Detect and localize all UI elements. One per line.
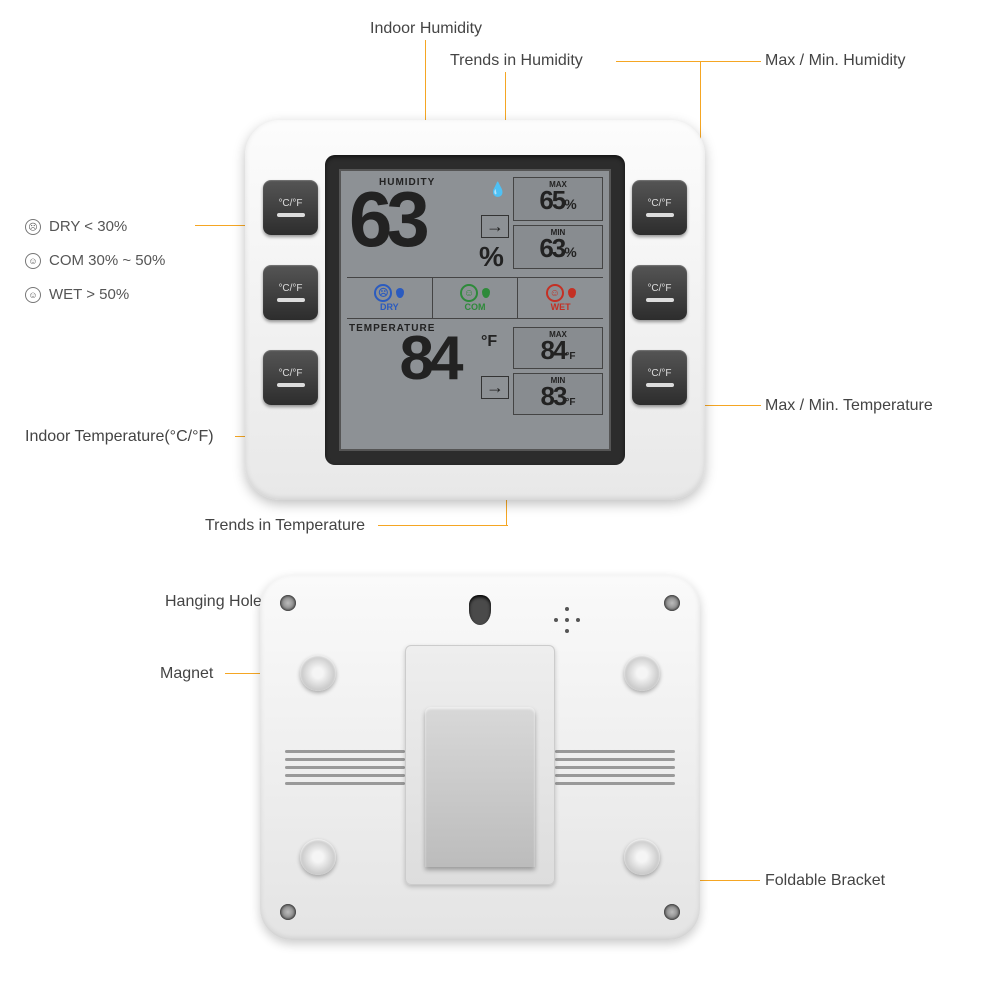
humidity-value: 63 xyxy=(349,175,424,263)
label-trends-humidity: Trends in Humidity xyxy=(450,52,583,70)
sad-face-icon: ☹ xyxy=(374,284,392,302)
unit-button[interactable]: °C/°F xyxy=(263,265,318,320)
unit-button[interactable]: °C/°F xyxy=(632,180,687,235)
lcd-display: HUMIDITY 63 % 💧 → MAX 65% MIN 63% ☹ DRY xyxy=(339,169,611,451)
label-magnet: Magnet xyxy=(160,665,213,683)
label-indoor-humidity: Indoor Humidity xyxy=(370,20,482,38)
temperature-min-value: 83 xyxy=(540,381,565,411)
comfort-indicator-row: ☹ DRY ☺ COM ☺ WET xyxy=(347,277,603,319)
humidity-min-value: 63 xyxy=(539,233,564,263)
vent-slots xyxy=(555,750,675,785)
battery-cover xyxy=(405,645,555,885)
legend-dry: ☹DRY < 30% xyxy=(25,210,165,244)
button-column-left: °C/°F °C/°F °C/°F xyxy=(263,180,318,405)
callout-line xyxy=(616,61,761,62)
label-indoor-temperature: Indoor Temperature(°C/°F) xyxy=(25,428,214,446)
label-maxmin-humidity: Max / Min. Humidity xyxy=(765,52,905,70)
hanging-hole-icon xyxy=(469,595,491,625)
drop-icon xyxy=(482,288,490,298)
screw-icon xyxy=(280,904,296,920)
legend-com: ☺COM 30% ~ 50% xyxy=(25,244,165,278)
temperature-trend-icon: → xyxy=(481,376,509,399)
unit-button[interactable]: °C/°F xyxy=(632,350,687,405)
comfort-legend: ☹DRY < 30% ☺COM 30% ~ 50% ☺WET > 50% xyxy=(25,210,165,312)
temperature-unit: °F xyxy=(481,333,497,351)
drop-icon xyxy=(396,288,404,298)
comfort-dry: ☹ DRY xyxy=(347,278,433,318)
button-column-right: °C/°F °C/°F °C/°F xyxy=(632,180,687,405)
screw-icon xyxy=(664,595,680,611)
temperature-value: 84 xyxy=(400,324,459,393)
humidity-trend-icon: → xyxy=(481,215,509,238)
callout-line xyxy=(378,525,508,526)
smile-face-icon: ☺ xyxy=(460,284,478,302)
temperature-max-box: MAX 84°F xyxy=(513,327,603,369)
humidity-min-box: MIN 63% xyxy=(513,225,603,269)
foldable-bracket[interactable] xyxy=(425,707,535,867)
humidity-max-value: 65 xyxy=(539,185,564,215)
device-front: °C/°F °C/°F °C/°F °C/°F °C/°F °C/°F HUMI… xyxy=(245,120,705,500)
drop-icon xyxy=(568,288,576,298)
drop-icon: 💧 xyxy=(489,181,506,198)
device-back xyxy=(260,575,700,940)
vent-slots xyxy=(285,750,405,785)
screw-icon xyxy=(280,595,296,611)
humidity-max-box: MAX 65% xyxy=(513,177,603,221)
screen-frame: HUMIDITY 63 % 💧 → MAX 65% MIN 63% ☹ DRY xyxy=(325,155,625,465)
label-maxmin-temperature: Max / Min. Temperature xyxy=(765,397,933,415)
comfort-wet: ☺ WET xyxy=(518,278,603,318)
label-trends-temperature: Trends in Temperature xyxy=(205,517,365,535)
screw-icon xyxy=(664,904,680,920)
sad-face-icon: ☹ xyxy=(25,219,41,235)
speaker-holes-icon xyxy=(554,607,580,633)
comfort-com: ☺ COM xyxy=(433,278,519,318)
unit-button[interactable]: °C/°F xyxy=(632,265,687,320)
label-foldable-bracket: Foldable Bracket xyxy=(765,872,885,890)
unit-button[interactable]: °C/°F xyxy=(263,350,318,405)
humidity-section: HUMIDITY 63 xyxy=(349,177,509,251)
magnet-icon xyxy=(624,839,660,875)
label-hanging-hole: Hanging Hole xyxy=(165,593,262,611)
smile-face-icon: ☺ xyxy=(25,253,41,269)
magnet-icon xyxy=(300,655,336,691)
magnet-icon xyxy=(300,839,336,875)
humidity-unit: % xyxy=(479,241,504,273)
temperature-max-value: 84 xyxy=(540,335,565,365)
temperature-min-box: MIN 83°F xyxy=(513,373,603,415)
smile-face-icon: ☺ xyxy=(546,284,564,302)
smile-face-icon: ☺ xyxy=(25,287,41,303)
unit-button[interactable]: °C/°F xyxy=(263,180,318,235)
magnet-icon xyxy=(624,655,660,691)
legend-wet: ☺WET > 50% xyxy=(25,278,165,312)
